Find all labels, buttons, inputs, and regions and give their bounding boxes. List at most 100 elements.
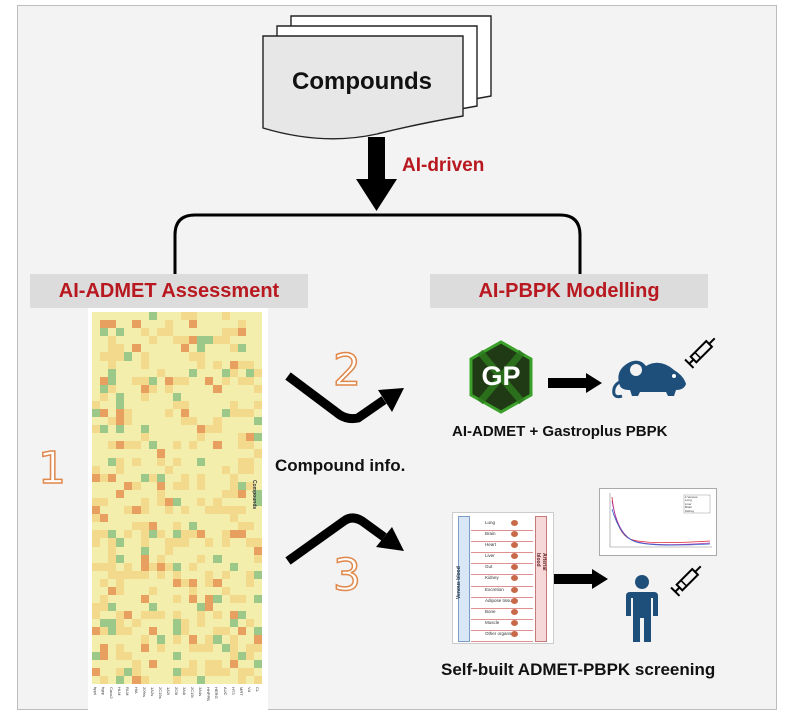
heatmap-cell (181, 538, 190, 547)
heatmap-cell (140, 360, 149, 369)
heatmap-column-label: HERG (214, 687, 220, 699)
heatmap-cell (124, 554, 133, 563)
heatmap-cell (156, 376, 166, 386)
heatmap-cell (253, 578, 263, 588)
heatmap-cell (197, 530, 206, 539)
heatmap-cell (172, 481, 182, 491)
heatmap-cell (108, 312, 117, 321)
heatmap-cell (92, 465, 101, 475)
heatmap-cell (189, 400, 198, 410)
heatmap-cell (221, 619, 230, 628)
heatmap-cell (140, 441, 149, 450)
heatmap-cell (197, 498, 206, 507)
heatmap-cell (116, 320, 125, 329)
organ-row: Adipose tissue (471, 597, 533, 609)
heatmap-cell (156, 667, 166, 677)
heatmap-cell (108, 667, 117, 677)
heatmap-cell (116, 433, 125, 442)
heatmap-cell (116, 586, 125, 596)
heatmap-cell (189, 465, 198, 475)
heatmap-cell (148, 392, 158, 402)
heatmap-cell (148, 473, 158, 483)
heatmap-cell (181, 546, 190, 555)
heatmap-cell (229, 514, 238, 523)
heatmap-cell (237, 651, 247, 661)
heatmap-cell (213, 570, 222, 580)
heatmap-cell (229, 570, 238, 580)
heatmap-cell (221, 449, 230, 458)
heatmap-cell (181, 328, 190, 337)
heatmap-cell (116, 643, 125, 652)
heatmap-cell (237, 328, 247, 337)
heatmap-cell (237, 514, 247, 523)
organ-label: Other organs (485, 630, 512, 636)
heatmap-cell (164, 352, 174, 361)
heatmap-cell (189, 498, 198, 507)
heatmap-cell (164, 586, 174, 596)
heatmap-cell (213, 627, 222, 636)
heatmap-cell (100, 586, 109, 596)
heatmap-cell (116, 562, 125, 572)
heatmap-cell (197, 433, 206, 442)
heatmap-cell (140, 409, 149, 418)
organ-icon (511, 597, 518, 604)
heatmap-cell (181, 360, 190, 369)
heatmap-cell (205, 449, 214, 458)
heatmap-cell (92, 441, 101, 450)
heatmap-cell (124, 635, 133, 644)
heatmap-cell (124, 506, 133, 515)
heatmap-cell (181, 312, 190, 321)
heatmap-cell (213, 554, 222, 563)
heatmap-cell (253, 667, 263, 677)
heatmap-cell (172, 384, 182, 394)
heatmap-cell (92, 635, 101, 644)
heatmap-cell (124, 392, 133, 402)
heatmap-column-label: 1A2i (165, 687, 171, 696)
heatmap-cell (148, 441, 158, 450)
heatmap-cell (116, 595, 125, 604)
heatmap-cell (140, 651, 149, 661)
heatmap-cell (221, 481, 230, 491)
organ-row: Lung (471, 519, 533, 532)
heatmap-cell (189, 562, 198, 572)
heatmap-cell (172, 659, 182, 669)
heatmap-cell (172, 328, 182, 337)
heatmap-cell (156, 635, 166, 644)
heatmap-cell (132, 538, 141, 547)
heatmap-cell (221, 627, 230, 636)
heatmap-cell (92, 554, 101, 563)
step-3-number: 3 (332, 549, 362, 602)
heatmap-cell (237, 506, 247, 515)
heatmap-cell (213, 344, 222, 353)
heatmap-cell (108, 425, 117, 434)
heatmap-cell (197, 449, 206, 458)
heatmap-cell (148, 376, 158, 386)
heatmap-cell (156, 651, 166, 661)
heatmap-cell (140, 417, 149, 426)
heatmap-cell (221, 409, 230, 418)
heatmap-cell (164, 344, 174, 353)
heatmap-cell (213, 481, 222, 491)
heatmap-cell (164, 667, 174, 677)
heatmap-cell (132, 635, 141, 644)
heatmap-cell (132, 384, 141, 394)
heatmap-cell (156, 595, 166, 604)
heatmap-cell (197, 635, 206, 644)
heatmap-column-label: 3A4i (182, 687, 188, 696)
heatmap-cell (205, 352, 214, 361)
heatmap-cell (172, 489, 182, 499)
heatmap-cell (156, 400, 166, 410)
heatmap-cell (237, 675, 247, 685)
heatmap-cell (237, 376, 247, 386)
heatmap-cell (245, 570, 255, 580)
heatmap-cell (140, 392, 149, 402)
heatmap-cell (189, 667, 198, 677)
heatmap-cell (148, 336, 158, 345)
heatmap-cell (172, 400, 182, 410)
heatmap-cell (116, 522, 125, 531)
heatmap-cell (132, 352, 141, 361)
heatmap-cell (213, 651, 222, 661)
gastroplus-logo (469, 340, 533, 414)
heatmap-cell (108, 603, 117, 612)
heatmap-cell (253, 611, 263, 620)
